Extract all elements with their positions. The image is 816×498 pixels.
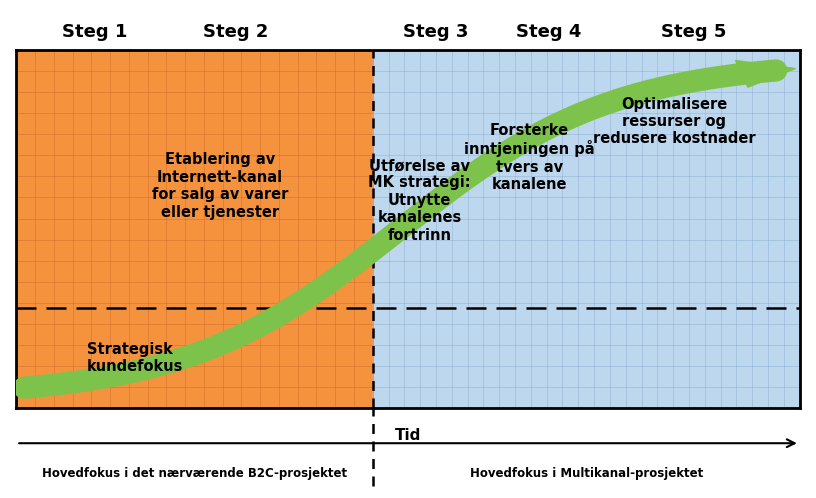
Text: Forsterke
inntjeningen på
tvers av
kanalene: Forsterke inntjeningen på tvers av kanal… xyxy=(464,123,595,192)
Text: Steg 5: Steg 5 xyxy=(661,23,726,41)
Polygon shape xyxy=(735,60,796,87)
Text: Hovedfokus i det nærværende B2C-prosjektet: Hovedfokus i det nærværende B2C-prosjekt… xyxy=(42,467,347,480)
Text: Optimalisere
ressurser og
redusere kostnader: Optimalisere ressurser og redusere kostn… xyxy=(593,97,756,146)
Text: Etablering av
Internett-kanal
for salg av varer
eller tjenester: Etablering av Internett-kanal for salg a… xyxy=(152,152,288,220)
Text: Steg 4: Steg 4 xyxy=(517,23,582,41)
Text: Steg 3: Steg 3 xyxy=(403,23,468,41)
Text: Steg 2: Steg 2 xyxy=(203,23,268,41)
Text: Strategisk
kundefokus: Strategisk kundefokus xyxy=(86,342,184,374)
Text: Steg 1: Steg 1 xyxy=(62,23,127,41)
Bar xyxy=(16,50,373,408)
Text: Utførelse av
MK strategi:
Utnytte
kanalenes
fortrinn: Utførelse av MK strategi: Utnytte kanale… xyxy=(369,158,471,243)
Bar xyxy=(373,50,800,408)
Text: Hovedfokus i Multikanal-prosjektet: Hovedfokus i Multikanal-prosjektet xyxy=(469,467,703,480)
Text: Tid: Tid xyxy=(395,428,421,443)
